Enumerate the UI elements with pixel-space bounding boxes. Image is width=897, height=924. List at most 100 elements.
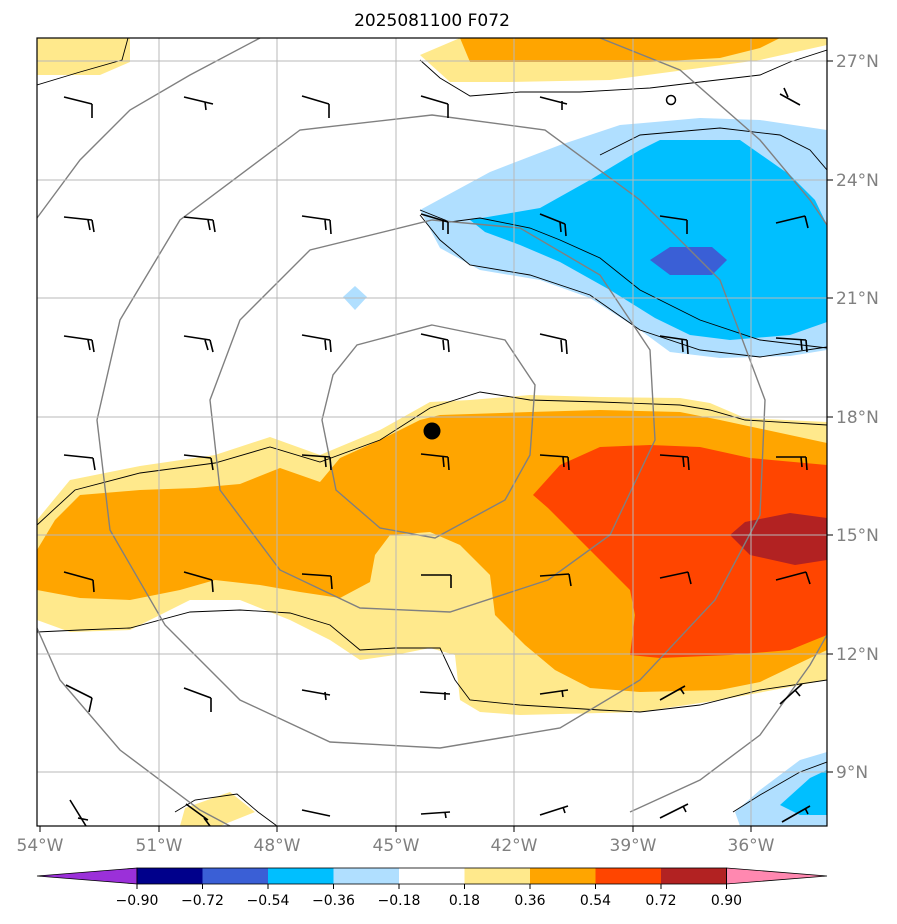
- colorbar-segment: [530, 868, 596, 884]
- lon-label: 39°W: [610, 836, 657, 856]
- wind-barb-icon: [183, 687, 212, 712]
- colorbar-frame: [136, 867, 727, 885]
- wind-barb-icon: [420, 333, 450, 353]
- wind-barb-icon: [775, 571, 811, 585]
- wind-barb-icon: [63, 571, 95, 593]
- lat-label: 18°N: [836, 408, 879, 428]
- wind-barb-icon: [183, 216, 216, 233]
- lat-label: 15°N: [836, 526, 879, 546]
- wind-barb-icon: [539, 689, 569, 698]
- lon-label: 54°W: [17, 836, 64, 856]
- map-content: [37, 38, 827, 826]
- wind-barb-icon: [183, 96, 214, 111]
- colorbar-segment: [464, 868, 530, 884]
- lat-labels: 27°N 24°N 21°N 18°N 15°N 12°N 9°N: [836, 52, 879, 783]
- negative-anomaly-cyan: [470, 140, 827, 815]
- colorbar-tick-label: −0.54: [247, 893, 290, 909]
- wind-barb-icon: [539, 213, 567, 237]
- wind-barb-icon: [659, 803, 689, 819]
- wind-barb-icon: [776, 456, 808, 471]
- wind-barb-icon: [183, 335, 214, 353]
- wind-barb-icon: [301, 689, 331, 701]
- positive-anomaly-red: [533, 445, 827, 658]
- lon-label: 42°W: [491, 836, 538, 856]
- wind-barb-icon: [779, 87, 801, 106]
- colorbar-tick-label: −0.72: [181, 893, 224, 909]
- wind-barb-icon: [63, 96, 93, 118]
- colorbar-tick-label: −0.90: [116, 893, 159, 909]
- colorbar-segment: [595, 868, 661, 884]
- lon-label: 36°W: [728, 836, 775, 856]
- colorbar-segment: [202, 868, 268, 884]
- wind-barb-icon: [63, 335, 95, 353]
- wind-barb-icon: [539, 333, 568, 355]
- colorbar-segment: [399, 868, 465, 884]
- colorbar-tick-label: 0.18: [449, 893, 480, 909]
- colorbar-tick-label: −0.18: [378, 893, 421, 909]
- lat-label: 21°N: [836, 289, 879, 309]
- wind-barb-icon: [775, 215, 809, 229]
- gridlines: [37, 38, 827, 826]
- wind-barb-icon: [183, 454, 214, 471]
- wind-barb-icon: [659, 215, 688, 234]
- map-frame: [36, 37, 828, 827]
- colorbar-segment: [268, 868, 334, 884]
- wind-barb-icon: [301, 215, 332, 235]
- colorbar: −0.90 −0.72 −0.54 −0.36 −0.18 0.18 0.36 0.54 0.7…: [36, 867, 828, 909]
- wind-barb-icon: [185, 803, 211, 826]
- lon-label: 45°W: [373, 836, 420, 856]
- colorbar-tick-label: 0.36: [514, 893, 545, 909]
- wind-barb-icon: [69, 799, 89, 826]
- wind-barb-icon: [420, 453, 450, 471]
- wind-barb-icon: [539, 805, 569, 816]
- lon-label: 51°W: [136, 836, 183, 856]
- wind-barb-icon: [301, 334, 332, 353]
- wind-barb-icon: [420, 95, 449, 118]
- colorbar-tick-label: 0.72: [645, 893, 676, 909]
- wind-barb-icon: [659, 335, 689, 355]
- wind-barb-icon: [63, 454, 96, 471]
- wind-barb-icon: [301, 454, 332, 471]
- colorbar-extend-low: [36, 867, 138, 885]
- wind-barb-icon: [301, 95, 330, 118]
- wind-barbs: [63, 87, 811, 826]
- wind-barb-icon: [539, 454, 570, 471]
- lat-label: 12°N: [836, 645, 879, 665]
- colorbar-segment: [661, 868, 727, 884]
- wind-barb-icon: [659, 454, 690, 471]
- lat-label: 27°N: [836, 52, 879, 72]
- wind-barb-icon: [659, 571, 692, 585]
- wind-barb-icon: [781, 805, 811, 823]
- wind-barb-icon: [659, 685, 686, 701]
- lat-label: 9°N: [836, 763, 868, 783]
- wind-barb-icon: [420, 811, 451, 819]
- lon-label: 48°W: [254, 836, 301, 856]
- wind-barb-icon: [419, 691, 451, 700]
- wind-barb-icon: [775, 337, 808, 353]
- colorbar-segment: [137, 868, 203, 884]
- storm-center-icon: [423, 422, 441, 440]
- colorbar-tick-label: −0.36: [312, 893, 355, 909]
- wind-barb-icon: [779, 683, 803, 705]
- lon-labels: 54°W 51°W 48°W 45°W 42°W 39°W 36°W: [17, 836, 775, 856]
- anomaly-contours: [37, 38, 827, 826]
- range-rings: [37, 38, 827, 826]
- wind-barb-icon: [539, 96, 568, 110]
- wind-barb-icon: [539, 573, 572, 587]
- colorbar-extend-high: [726, 867, 828, 885]
- wind-barb-icon: [63, 216, 95, 233]
- wind-barb-icon: [301, 573, 333, 590]
- colorbar-segment: [333, 868, 399, 884]
- wind-barb-icon: [421, 574, 452, 588]
- wind-barb-icon: [183, 571, 214, 593]
- wind-barb-icon: [301, 809, 331, 817]
- calm-wind-icon: [665, 94, 677, 106]
- wind-barb-icon: [420, 213, 449, 234]
- lat-label: 24°N: [836, 171, 879, 191]
- map-title: 2025081100 F072: [354, 11, 510, 31]
- axis-ticks: [39, 60, 833, 832]
- wind-barb-icon: [65, 684, 93, 713]
- colorbar-tick-label: 0.54: [580, 893, 611, 909]
- colorbar-tick-label: 0.90: [711, 893, 742, 909]
